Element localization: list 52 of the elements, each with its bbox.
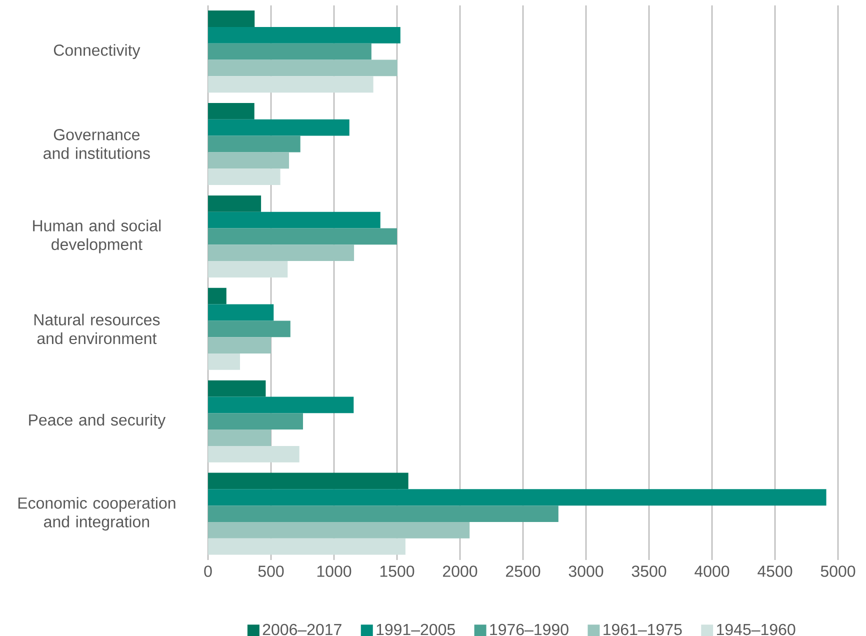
bar — [208, 26, 400, 44]
y-tick-label: Connectivity — [54, 44, 140, 60]
bar — [208, 152, 290, 169]
legend-label: 1945–1960 — [717, 624, 796, 636]
bar — [208, 337, 272, 354]
x-tick-label: 1500 — [380, 566, 414, 577]
y-tick-label: Human and social development — [33, 220, 161, 254]
bar — [208, 212, 380, 228]
bar — [208, 472, 408, 490]
bar — [208, 119, 350, 136]
y-tick-label: Economic cooperation and integration — [18, 497, 176, 531]
x-tick-label: 2000 — [443, 566, 478, 577]
bar — [208, 304, 274, 321]
bar — [208, 430, 272, 446]
legend-label: 1961–1975 — [604, 624, 682, 636]
legend-label: 1991–2005 — [376, 624, 455, 636]
bar — [208, 195, 262, 212]
bar — [208, 353, 240, 370]
x-tick-label: 3500 — [632, 566, 666, 577]
x-tick-label: 3000 — [568, 566, 604, 577]
bar — [208, 538, 406, 555]
bar — [208, 43, 372, 60]
bar — [208, 489, 826, 506]
y-tick-label: Natural resources and environment — [34, 314, 160, 344]
x-tick-label: 0 — [204, 566, 212, 577]
bar — [208, 168, 280, 186]
bar — [208, 60, 398, 76]
x-tick-label: 2500 — [506, 566, 540, 577]
bar — [208, 446, 300, 462]
bar — [208, 320, 290, 338]
bar — [208, 522, 470, 538]
bar — [208, 506, 558, 522]
bar — [208, 103, 254, 120]
x-tick-label: 5000 — [820, 566, 856, 577]
x-tick-label: 1000 — [317, 566, 352, 577]
bar — [208, 288, 226, 304]
bar — [208, 413, 304, 430]
bar — [208, 396, 354, 414]
x-tick-label: 4000 — [694, 566, 730, 577]
x-tick-label: 4500 — [758, 566, 792, 577]
bar — [208, 76, 374, 93]
bar — [208, 10, 255, 27]
bar — [208, 261, 288, 278]
bar — [208, 244, 354, 262]
x-tick-label: 500 — [258, 566, 284, 577]
bar — [208, 380, 266, 397]
legend-label: 1976–1990 — [490, 624, 568, 636]
bar — [208, 136, 300, 152]
legend-label: 2006–2017 — [262, 624, 342, 636]
bar — [208, 228, 397, 245]
y-tick-label: Governance and institutions — [44, 129, 150, 159]
y-tick-label: Peace and security — [29, 414, 166, 429]
